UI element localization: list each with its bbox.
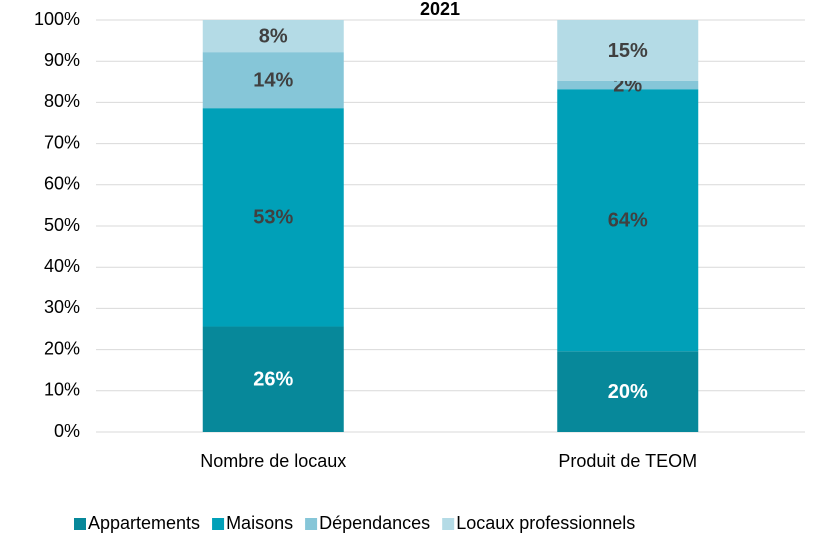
bar-segment	[202, 20, 344, 53]
y-tick-label: 90%	[44, 50, 80, 70]
data-label: 14%	[253, 69, 293, 91]
y-tick-label: 30%	[44, 297, 80, 317]
bar-segment	[557, 89, 699, 352]
y-tick-label: 40%	[44, 256, 80, 276]
legend-label: Dépendances	[319, 513, 430, 533]
data-label: 8%	[259, 25, 288, 47]
y-tick-label: 80%	[44, 91, 80, 111]
bar-segment	[202, 108, 344, 327]
data-label: 26%	[253, 369, 293, 391]
bar-segment	[202, 326, 344, 432]
chart-title: 2021	[420, 0, 460, 19]
bar-segment	[557, 351, 699, 432]
legend-swatch	[212, 518, 225, 530]
x-tick-label: Produit de TEOM	[558, 451, 697, 471]
data-label: 15%	[608, 40, 648, 62]
y-tick-label: 60%	[44, 174, 80, 194]
data-label: 20%	[608, 381, 648, 403]
y-tick-label: 20%	[44, 338, 80, 358]
legend-swatch	[442, 518, 455, 530]
bar-segment	[557, 20, 699, 81]
y-tick-label: 10%	[44, 380, 80, 400]
legend-swatch	[305, 518, 318, 530]
y-tick-label: 70%	[44, 132, 80, 152]
y-tick-label: 0%	[54, 421, 80, 441]
y-tick-label: 100%	[34, 9, 80, 29]
x-tick-label: Nombre de locaux	[200, 451, 346, 471]
data-label: 53%	[253, 207, 293, 229]
data-label: 64%	[608, 210, 648, 232]
legend-label: Locaux professionnels	[456, 513, 635, 533]
bar-segment	[557, 80, 699, 90]
legend-label: Appartements	[88, 513, 200, 533]
bar-segment	[202, 52, 344, 109]
y-tick-label: 50%	[44, 215, 80, 235]
legend-swatch	[74, 518, 86, 530]
legend-label: Maisons	[226, 513, 293, 533]
